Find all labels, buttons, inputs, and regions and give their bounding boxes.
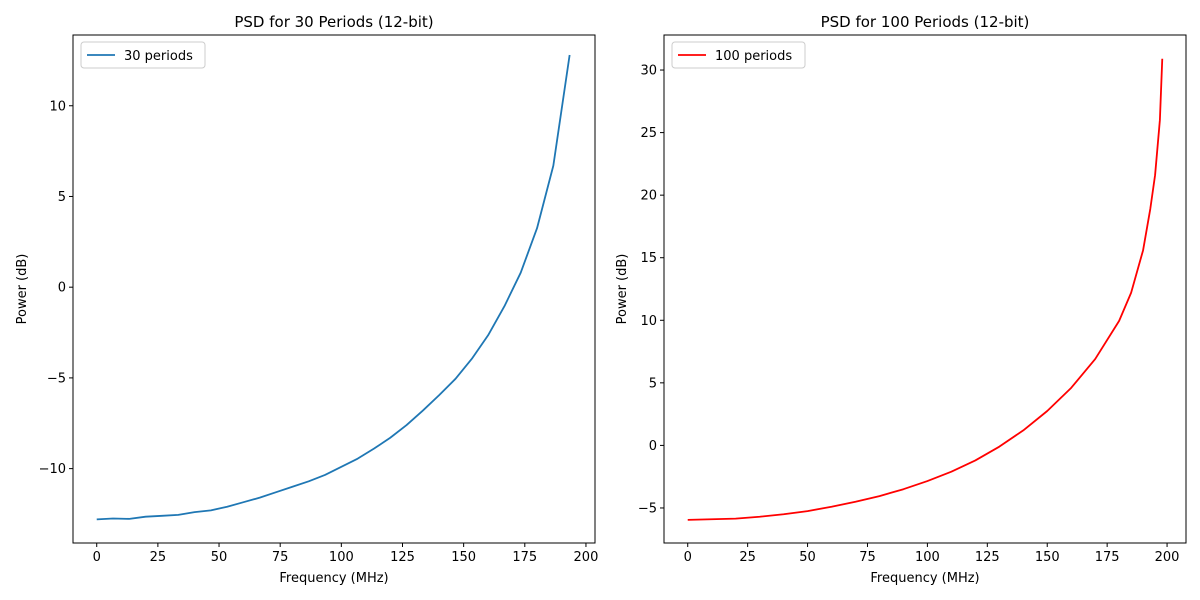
axes-frame	[663, 34, 1187, 544]
y-tick-label: 5	[58, 190, 66, 205]
y-axis-ticks: −5 0 5 10 15 20 25 30	[638, 64, 664, 516]
plot-area	[687, 58, 1164, 521]
x-tick-label: 75	[272, 550, 289, 565]
x-tick-label: 150	[1035, 550, 1060, 565]
x-tick-label: 0	[684, 550, 692, 565]
x-tick-label: 25	[739, 550, 756, 565]
x-tick-label: 175	[512, 550, 537, 565]
x-tick-label: 200	[1155, 550, 1180, 565]
legend-label: 30 periods	[124, 49, 193, 64]
y-tick-label: 5	[649, 376, 657, 391]
y-tick-label: 20	[640, 189, 657, 204]
legend: 100 periods	[671, 41, 806, 69]
legend: 30 periods	[80, 41, 206, 69]
y-tick-label: 30	[640, 64, 657, 79]
y-axis-label: Power (dB)	[615, 254, 630, 325]
x-tick-label: 200	[574, 550, 599, 565]
x-tick-label: 0	[93, 550, 101, 565]
y-tick-label: 15	[640, 251, 657, 266]
series-line-1	[687, 58, 1164, 521]
x-tick-label: 50	[799, 550, 816, 565]
chart-title: PSD for 30 Periods (12-bit)	[234, 13, 433, 31]
legend-label: 100 periods	[715, 49, 792, 64]
x-tick-label: 100	[329, 550, 354, 565]
legend-box	[671, 41, 806, 69]
x-axis-ticks: 0 25 50 75 100 125 150 175 200	[684, 543, 1180, 565]
chart-title: PSD for 100 Periods (12-bit)	[821, 13, 1030, 31]
x-tick-label: 50	[211, 550, 228, 565]
y-tick-label: −10	[39, 462, 66, 477]
y-tick-label: 25	[640, 126, 657, 141]
x-tick-label: 25	[150, 550, 167, 565]
y-tick-label: −5	[638, 501, 657, 516]
x-axis-label: Frequency (MHz)	[870, 571, 979, 586]
y-tick-label: 10	[49, 99, 66, 114]
series-line-1	[96, 54, 571, 521]
y-tick-label: 0	[58, 281, 66, 296]
x-tick-label: 75	[859, 550, 876, 565]
plot-area	[96, 54, 571, 521]
chart-panel-30-periods: PSD for 30 Periods (12-bit) Frequency (M…	[15, 13, 598, 586]
x-axis-ticks: 0 25 50 75 100 125 150 175 200	[93, 543, 599, 565]
y-tick-label: 0	[649, 439, 657, 454]
x-tick-label: 150	[451, 550, 476, 565]
y-tick-label: 10	[640, 314, 657, 329]
y-tick-label: −5	[47, 371, 66, 386]
axes-frame	[72, 34, 596, 544]
x-tick-label: 175	[1095, 550, 1120, 565]
x-axis-label: Frequency (MHz)	[279, 571, 388, 586]
y-axis-label: Power (dB)	[15, 254, 30, 325]
x-tick-label: 125	[390, 550, 415, 565]
chart-panel-100-periods: PSD for 100 Periods (12-bit) Frequency (…	[615, 13, 1187, 586]
x-tick-label: 100	[915, 550, 940, 565]
legend-box	[80, 41, 206, 69]
x-tick-label: 125	[975, 550, 1000, 565]
y-axis-ticks: −10 −5 0 5 10	[39, 99, 73, 477]
